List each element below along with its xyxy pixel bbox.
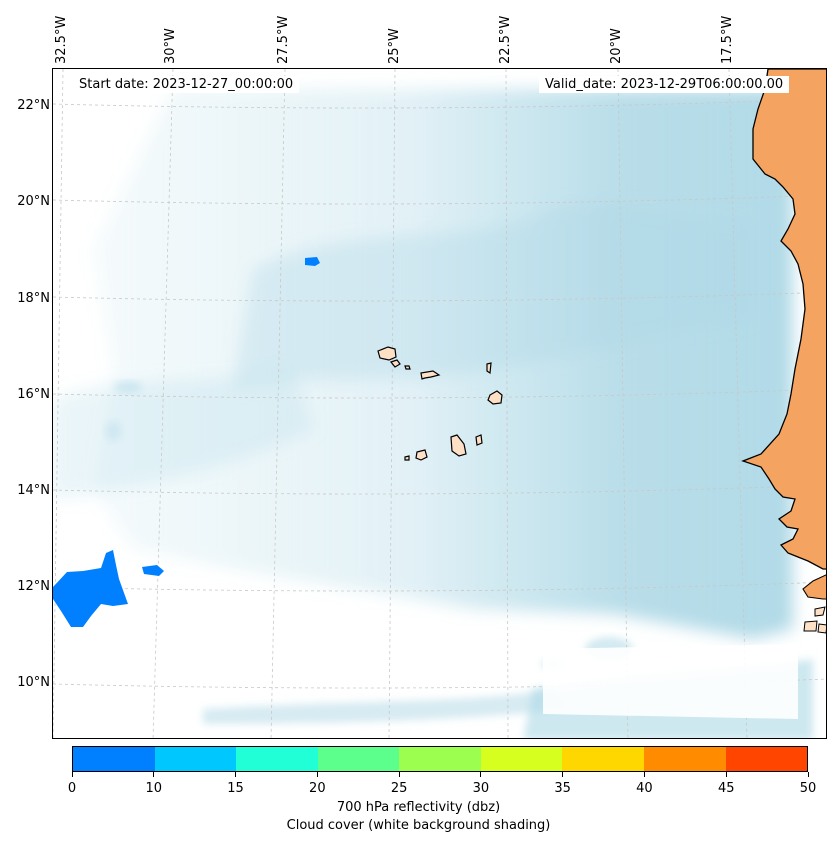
clear-areas bbox=[543, 644, 798, 719]
colorbar-tick bbox=[480, 772, 482, 777]
bijagos-islands bbox=[803, 606, 826, 634]
reflectivity-colorbar bbox=[72, 746, 808, 772]
lat-label-16n: 16°N bbox=[17, 387, 50, 402]
colorbar-tick bbox=[153, 772, 155, 777]
island-sal bbox=[486, 362, 492, 375]
island-brava bbox=[404, 455, 410, 461]
colorbar-tick-label: 40 bbox=[636, 781, 653, 796]
lat-label-14n: 14°N bbox=[17, 483, 50, 498]
island-fogo bbox=[415, 449, 428, 461]
clear-strip-south bbox=[543, 644, 798, 719]
colorbar-tick-label: 50 bbox=[799, 781, 817, 796]
colorbar-segment bbox=[154, 747, 237, 771]
lat-label-20n: 20°N bbox=[17, 194, 50, 209]
island-santiago bbox=[450, 434, 467, 457]
cloud-band-west bbox=[53, 369, 313, 499]
colorbar-tick bbox=[316, 772, 318, 777]
island-sao-vicente bbox=[389, 359, 401, 368]
africa-land bbox=[741, 69, 826, 570]
graticule bbox=[53, 69, 826, 738]
colorbar-segment bbox=[643, 747, 726, 771]
lat-label-12n: 12°N bbox=[17, 579, 50, 594]
lon-label-27-5w: 27.5°W bbox=[276, 15, 291, 64]
map-canvas bbox=[53, 69, 826, 738]
colorbar-tick bbox=[71, 772, 73, 777]
colorbar-segment bbox=[73, 747, 155, 771]
lon-label-22-5w: 22.5°W bbox=[498, 15, 513, 64]
colorbar-tick bbox=[562, 772, 564, 777]
map-area bbox=[52, 68, 827, 739]
reflectivity-cell-small-west bbox=[142, 565, 164, 576]
lon-label-32-5w: 32.5°W bbox=[54, 15, 69, 64]
lon-label-17-5w: 17.5°W bbox=[720, 15, 735, 64]
colorbar-tick bbox=[807, 772, 809, 777]
colorbar-tick-label: 25 bbox=[390, 781, 408, 796]
cloud-band-central bbox=[233, 203, 753, 389]
cape-verde-islands bbox=[377, 346, 503, 461]
lat-label-10n: 10°N bbox=[17, 675, 50, 690]
colorbar-tick-label: 20 bbox=[309, 781, 326, 796]
colorbar-segment bbox=[399, 747, 481, 771]
cloud-cover-shading bbox=[53, 89, 813, 738]
island-santo-antao bbox=[377, 346, 397, 361]
lon-label-20w: 20°W bbox=[609, 28, 624, 64]
colorbar-label: 700 hPa reflectivity (dbz) bbox=[336, 800, 501, 815]
island-maio bbox=[475, 434, 483, 446]
colorbar-segment bbox=[480, 747, 563, 771]
reflectivity-cell-large-west bbox=[53, 550, 128, 627]
cloud-cell-4 bbox=[105, 421, 121, 441]
colorbar-segment bbox=[236, 747, 318, 771]
colorbar-tick bbox=[235, 772, 237, 777]
lat-label-18n: 18°N bbox=[17, 291, 50, 306]
island-sao-nicolau bbox=[420, 370, 441, 380]
colorbar-tick bbox=[725, 772, 727, 777]
cloud-band-south bbox=[203, 689, 573, 724]
reflectivity-cells bbox=[53, 257, 320, 627]
colorbar-tick bbox=[643, 772, 645, 777]
colorbar-tick-label: 35 bbox=[554, 781, 571, 796]
island-boa-vista bbox=[487, 390, 503, 405]
colorbar-tick-label: 15 bbox=[227, 781, 244, 796]
lon-label-25w: 25°W bbox=[387, 28, 402, 64]
start-date-label: Start date: 2023-12-27_00:00:00 bbox=[73, 76, 300, 93]
reflectivity-cell-north bbox=[305, 257, 320, 266]
island-santa-luzia bbox=[404, 365, 411, 370]
colorbar-segment bbox=[317, 747, 400, 771]
colorbar-tick-label: 10 bbox=[145, 781, 163, 796]
lon-label-30w: 30°W bbox=[163, 28, 178, 64]
cloud-cell-3 bbox=[114, 381, 142, 393]
africa-coast-detail bbox=[802, 574, 826, 600]
colorbar-segment bbox=[562, 747, 644, 771]
valid-date-label: Valid_date: 2023-12-29T06:00:00.00 bbox=[539, 76, 790, 93]
colorbar-tick-label: 0 bbox=[67, 781, 77, 796]
colorbar-tick-label: 30 bbox=[472, 781, 490, 796]
colorbar-segment bbox=[725, 747, 808, 771]
colorbar-sublabel: Cloud cover (white background shading) bbox=[286, 818, 551, 833]
colorbar-tick-label: 45 bbox=[717, 781, 735, 796]
lat-label-22n: 22°N bbox=[17, 98, 50, 113]
colorbar-tick bbox=[398, 772, 400, 777]
